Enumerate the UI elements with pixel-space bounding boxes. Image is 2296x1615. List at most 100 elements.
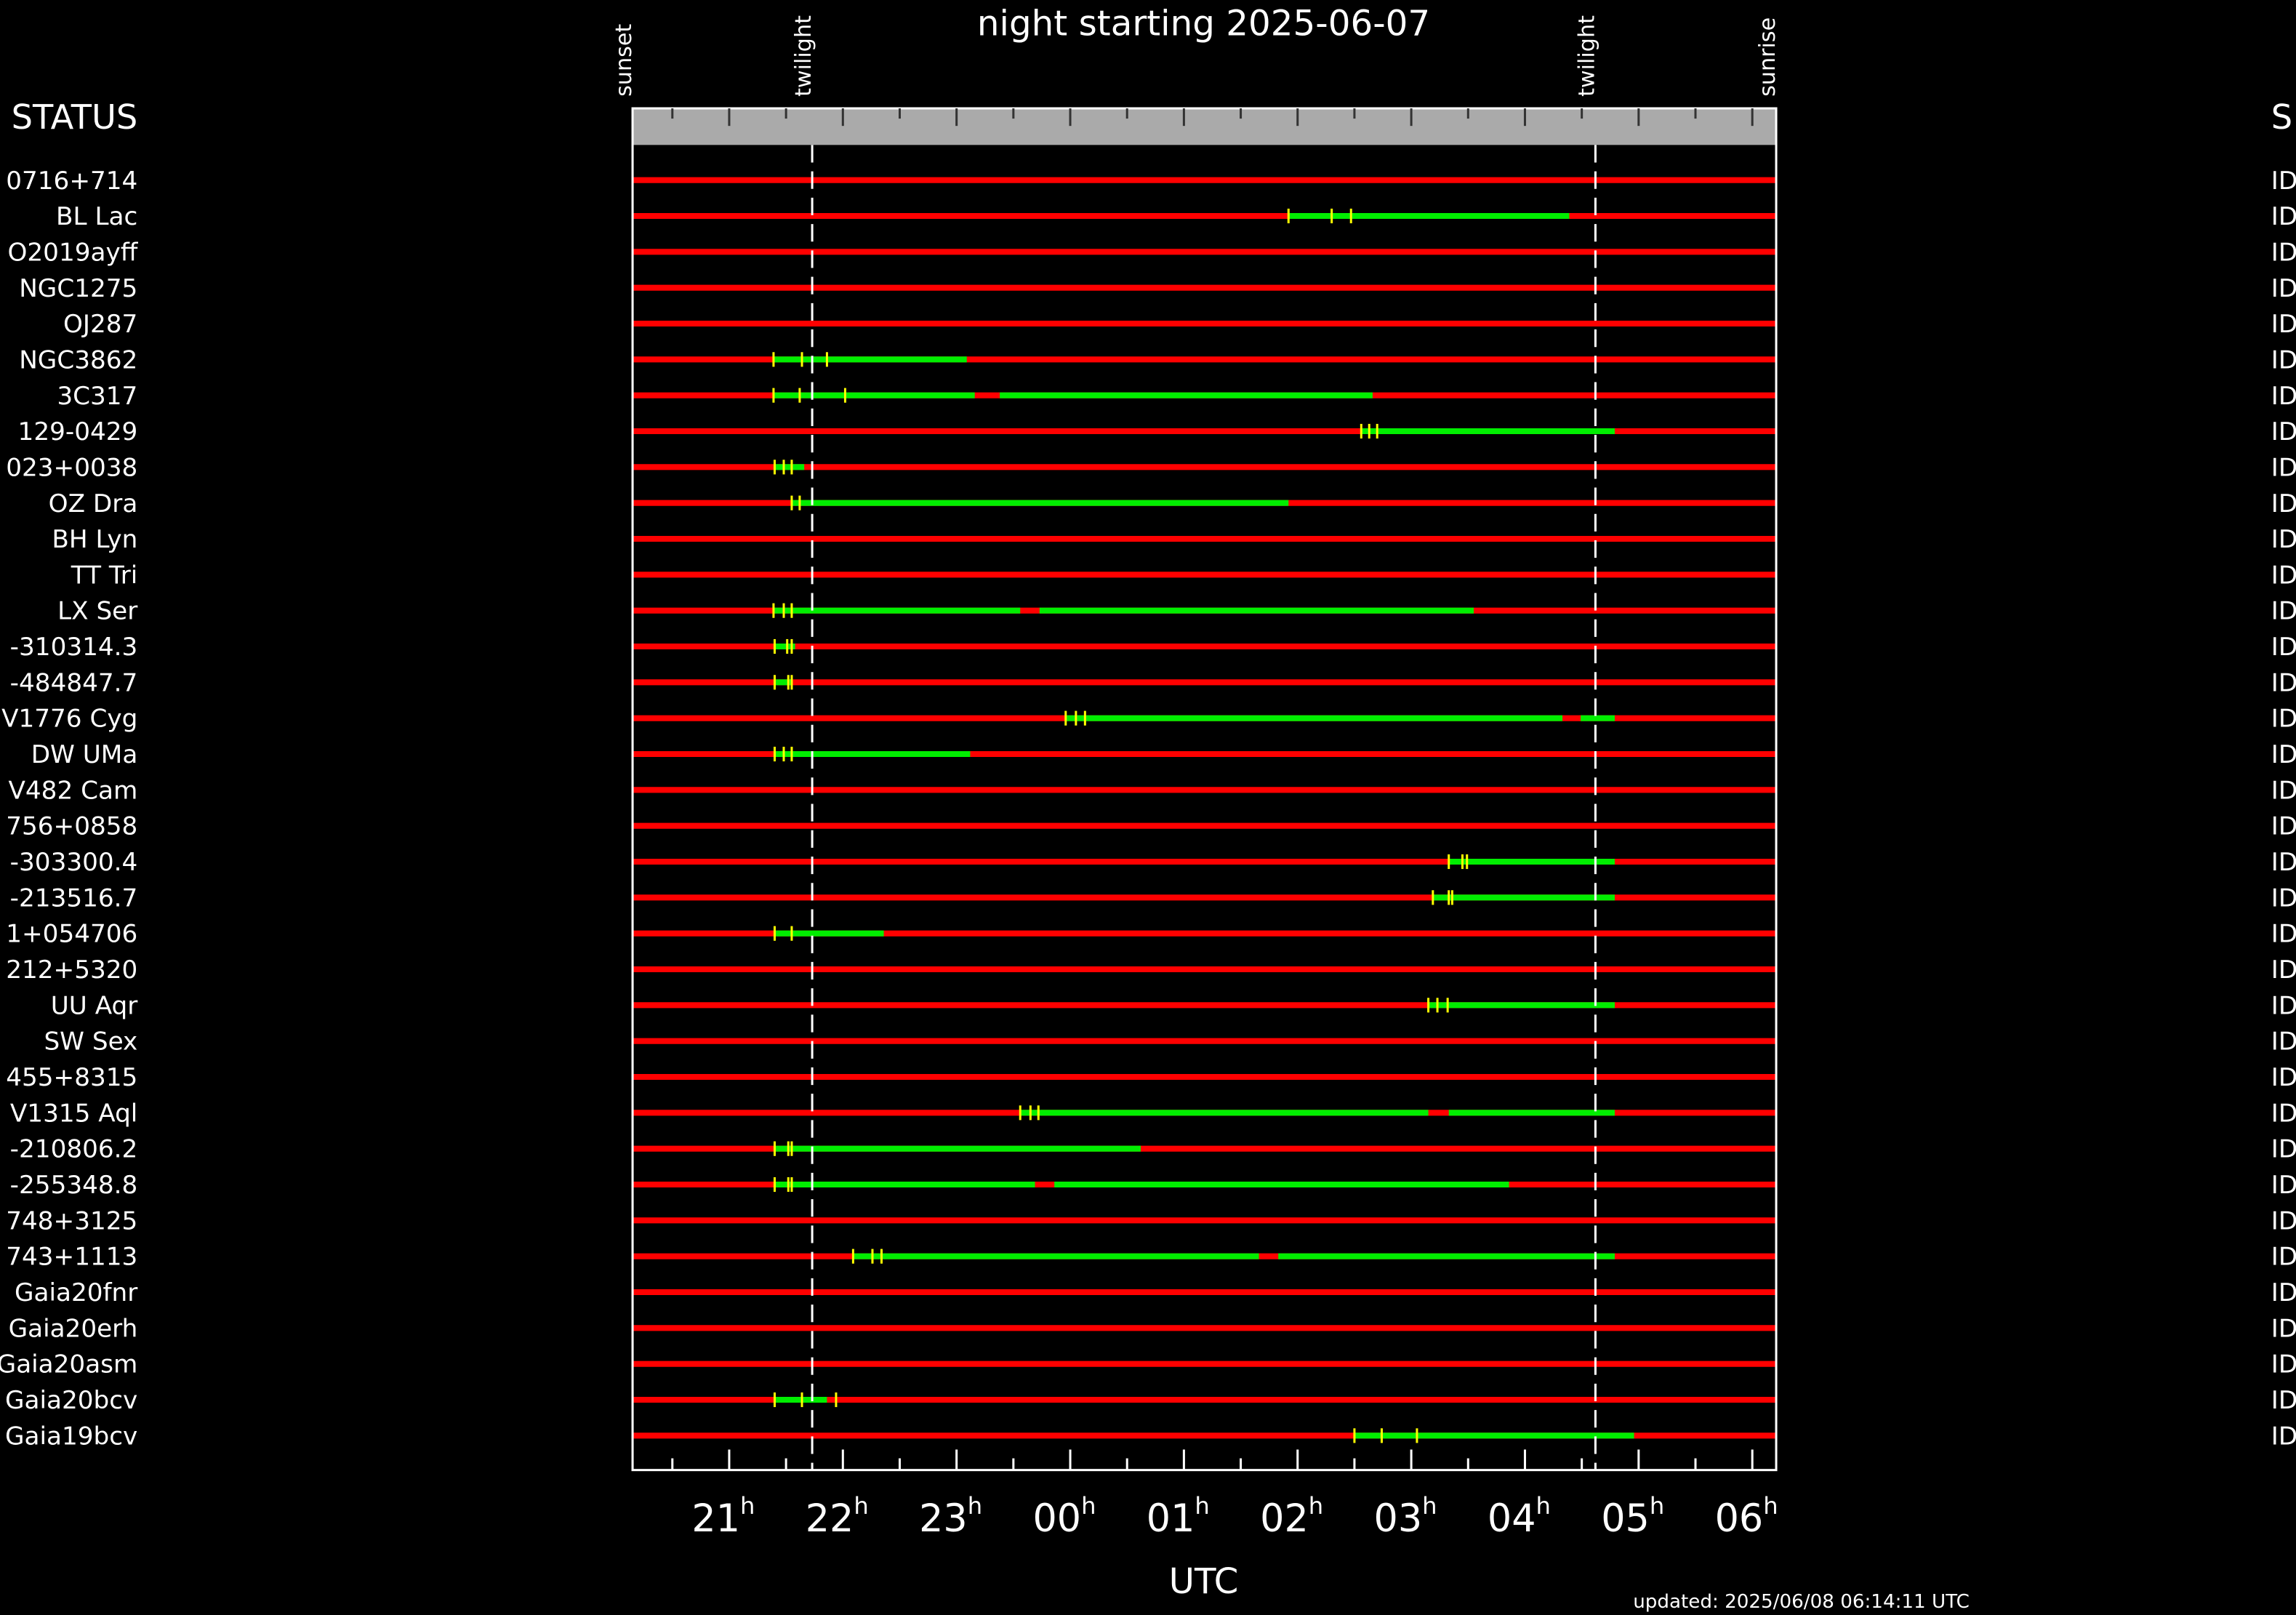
row-label: 756+0858 xyxy=(6,812,137,841)
row-label: V1315 Aql xyxy=(10,1099,137,1128)
x-tick-unit: h xyxy=(1536,1492,1551,1520)
row-status: ID xyxy=(2271,1350,2296,1379)
row-status: ID xyxy=(2271,417,2296,446)
row-label: 023+0038 xyxy=(6,453,137,482)
x-tick-unit: h xyxy=(740,1492,755,1520)
row-status: ID xyxy=(2271,489,2296,518)
row-label: Gaia20bcv xyxy=(5,1386,137,1415)
row-status: ID xyxy=(2271,1206,2296,1235)
row-label: Gaia20fnr xyxy=(15,1278,138,1307)
x-tick-label: 21h xyxy=(691,1492,755,1541)
row-status: ID xyxy=(2271,167,2296,196)
status-header-right: S xyxy=(2271,97,2292,137)
row-status: ID xyxy=(2271,345,2296,374)
x-tick-label: 03h xyxy=(1374,1492,1437,1541)
row-label: V482 Cam xyxy=(9,776,138,805)
row-status: ID xyxy=(2271,776,2296,805)
row-label: UU Aqr xyxy=(51,991,139,1020)
row-status: ID xyxy=(2271,453,2296,482)
row-label: TT Tri xyxy=(71,561,138,590)
x-tick-unit: h xyxy=(1763,1492,1778,1520)
row-status: ID xyxy=(2271,883,2296,913)
row-label: 129-0429 xyxy=(18,417,138,446)
row-status: ID xyxy=(2271,668,2296,697)
row-label: V1776 Cyg xyxy=(1,705,137,734)
row-status: ID xyxy=(2271,382,2296,411)
row-label: 212+5320 xyxy=(6,955,137,985)
row-status: ID xyxy=(2271,238,2296,267)
x-tick-number: 03 xyxy=(1374,1496,1423,1541)
row-status: ID xyxy=(2271,561,2296,590)
x-tick-number: 22 xyxy=(806,1496,854,1541)
x-axis-label: UTC xyxy=(1169,1561,1239,1602)
x-tick-label: 23h xyxy=(919,1492,982,1541)
row-label: Gaia20erh xyxy=(9,1314,138,1343)
x-tick-unit: h xyxy=(1081,1492,1096,1520)
row-status: ID xyxy=(2271,633,2296,662)
row-status: ID xyxy=(2271,920,2296,949)
row-label: -213516.7 xyxy=(10,883,138,913)
row-label: OZ Dra xyxy=(49,489,138,518)
x-tick-unit: h xyxy=(1650,1492,1664,1520)
row-label: NGC3862 xyxy=(19,345,137,374)
row-label: 0716+714 xyxy=(6,167,137,196)
row-label: NGC1275 xyxy=(19,274,137,303)
x-tick-number: 05 xyxy=(1601,1496,1650,1541)
x-tick-unit: h xyxy=(1309,1492,1323,1520)
x-tick-label: 05h xyxy=(1601,1492,1664,1541)
x-tick-number: 01 xyxy=(1147,1496,1195,1541)
row-status: ID xyxy=(2271,1386,2296,1415)
x-tick-label: 04h xyxy=(1488,1492,1551,1541)
row-status: ID xyxy=(2271,1135,2296,1164)
x-tick-number: 02 xyxy=(1260,1496,1309,1541)
chart-title: night starting 2025-06-07 xyxy=(977,3,1430,44)
row-label: -484847.7 xyxy=(10,668,138,697)
row-status: ID xyxy=(2271,740,2296,769)
top-band xyxy=(633,108,1777,145)
status-header: STATUS xyxy=(12,97,138,137)
row-status: ID xyxy=(2271,1243,2296,1272)
row-status: ID xyxy=(2271,1171,2296,1200)
x-tick-unit: h xyxy=(968,1492,982,1520)
x-tick-unit: h xyxy=(1195,1492,1209,1520)
row-status: ID xyxy=(2271,202,2296,231)
row-label: LX Ser xyxy=(57,597,138,626)
row-label: -303300.4 xyxy=(10,848,138,877)
x-tick-number: 06 xyxy=(1715,1496,1764,1541)
row-status: ID xyxy=(2271,991,2296,1020)
row-status: ID xyxy=(2271,597,2296,626)
row-status: ID xyxy=(2271,705,2296,734)
row-label: 748+3125 xyxy=(6,1206,137,1235)
row-status: ID xyxy=(2271,812,2296,841)
row-status: ID xyxy=(2271,1278,2296,1307)
x-tick-label: 22h xyxy=(806,1492,869,1541)
row-label: 743+1113 xyxy=(6,1243,137,1272)
row-status: ID xyxy=(2271,1063,2296,1092)
row-status: ID xyxy=(2271,1314,2296,1343)
row-label: Gaia19bcv xyxy=(5,1422,137,1451)
x-tick-number: 21 xyxy=(691,1496,740,1541)
row-label: 1+054706 xyxy=(6,920,137,949)
row-status: ID xyxy=(2271,955,2296,985)
row-label: SW Sex xyxy=(44,1027,137,1057)
x-tick-label: 01h xyxy=(1147,1492,1210,1541)
plot-frame xyxy=(631,107,1778,1472)
row-label: 455+8315 xyxy=(6,1063,137,1092)
row-label: BL Lac xyxy=(56,202,137,231)
x-tick-number: 04 xyxy=(1488,1496,1536,1541)
row-status: ID xyxy=(2271,1422,2296,1451)
row-label: DW UMa xyxy=(31,740,138,769)
row-label: -255348.8 xyxy=(10,1171,138,1200)
row-label: Gaia20asm xyxy=(0,1350,137,1379)
row-label: -210806.2 xyxy=(10,1135,138,1164)
event-label: twilight xyxy=(1574,15,1599,97)
x-tick-number: 00 xyxy=(1032,1496,1081,1541)
x-tick-number: 23 xyxy=(919,1496,968,1541)
row-label: 3C317 xyxy=(57,382,137,411)
row-status: ID xyxy=(2271,848,2296,877)
row-status: ID xyxy=(2271,310,2296,339)
x-tick-label: 00h xyxy=(1032,1492,1096,1541)
